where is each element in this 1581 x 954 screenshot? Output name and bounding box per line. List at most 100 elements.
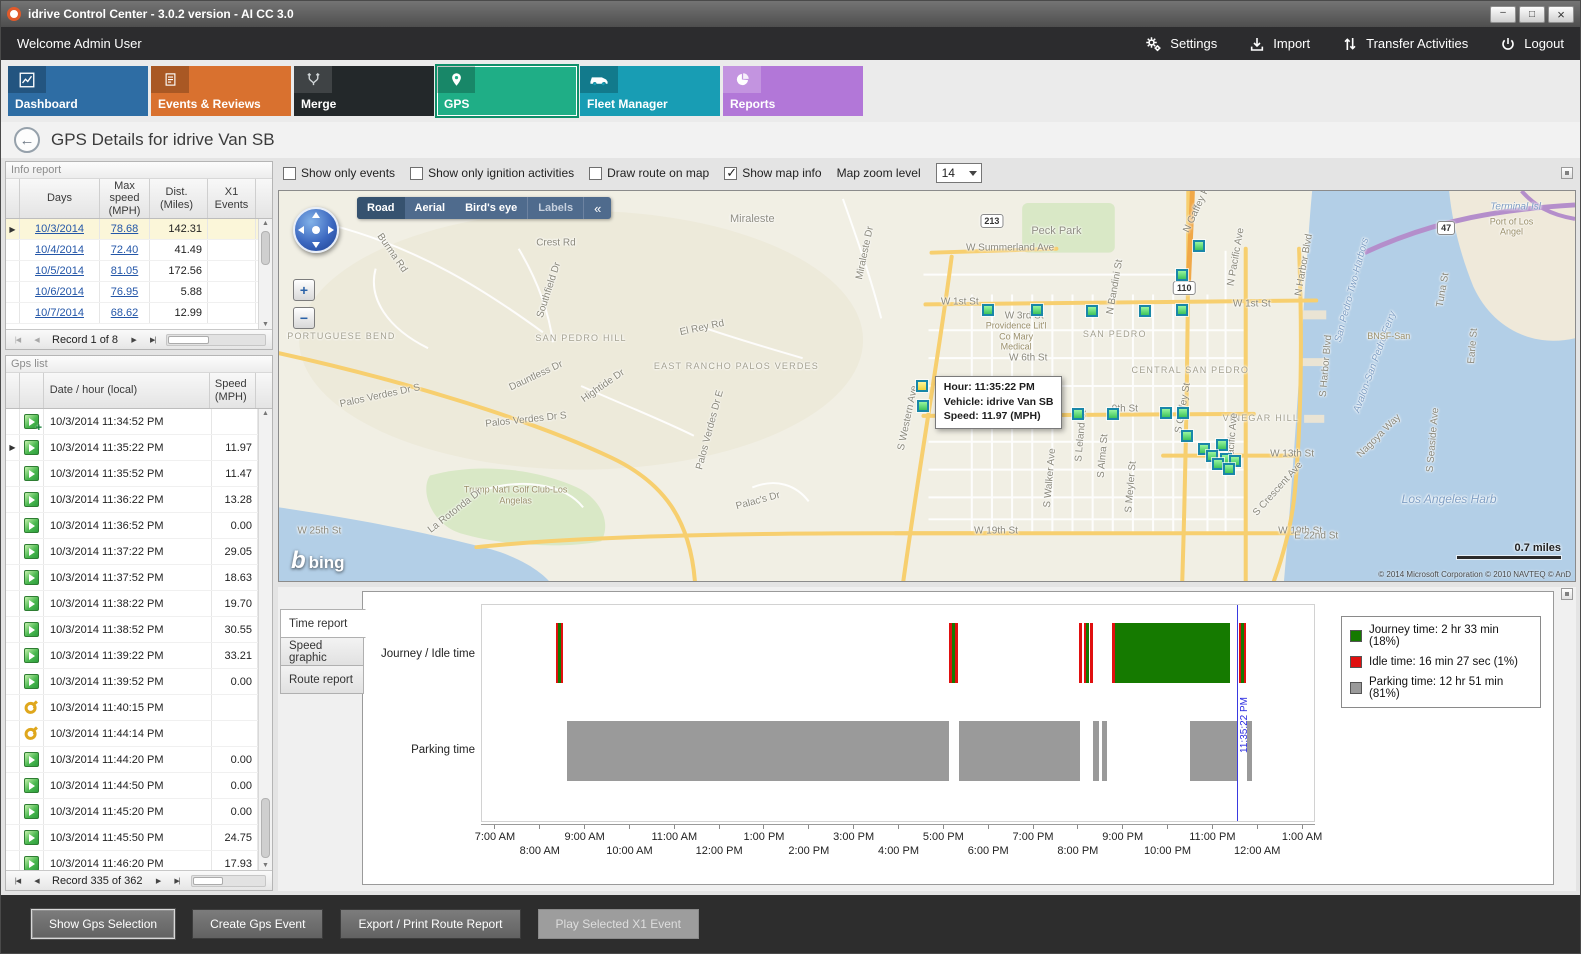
map-tab-road[interactable]: Road [357,197,405,219]
map-stylebar-collapse-icon[interactable]: « [583,197,611,219]
last-record-button[interactable] [169,874,186,888]
gps-list-row[interactable]: 10/3/2014 11:36:22 PM 13.28 [6,487,272,513]
info-max-speed-link[interactable]: 68.62 [100,303,150,323]
report-panel-collapse-button[interactable] [1561,588,1573,600]
pager-scrollbar-thumb[interactable] [168,335,210,344]
topbar-action-import[interactable]: Import [1249,36,1310,52]
gps-marker[interactable] [1177,406,1190,419]
gps-marker[interactable] [917,399,930,412]
next-record-button[interactable] [150,874,167,888]
gps-list-row[interactable]: 10/3/2014 11:46:20 PM 17.93 [6,851,272,870]
gps-marker[interactable] [1176,304,1189,317]
checkbox-draw-route-on-map[interactable]: Draw route on map [589,166,709,180]
gps-list-row[interactable]: 10/3/2014 11:38:22 PM 19.70 [6,591,272,617]
info-report-row[interactable]: 10/4/2014 72.40 41.49 [6,240,272,261]
maximize-button[interactable] [1519,5,1545,23]
export-print-route-report-button[interactable]: Export / Print Route Report [340,909,521,939]
checkbox-show-only-ignition-activities[interactable]: Show only ignition activities [410,166,574,180]
scrollbar-thumb[interactable] [261,798,270,858]
map-zoom-select[interactable]: 14 [935,163,982,183]
tab-route-report[interactable]: Route report [280,665,364,694]
info-max-speed-link[interactable]: 76.95 [100,282,150,302]
gps-marker[interactable] [1176,268,1189,281]
info-report-row[interactable]: 10/5/2014 81.05 172.56 [6,261,272,282]
minimize-button[interactable] [1490,5,1516,23]
column-days[interactable]: Days [20,179,100,218]
gps-list-row[interactable]: 10/3/2014 11:45:20 PM 0.00 [6,799,272,825]
zoom-in-button[interactable] [293,279,315,301]
column-dist-miles[interactable]: Dist. (Miles) [150,179,208,218]
gps-list-row[interactable]: 10/3/2014 11:35:52 PM 11.47 [6,461,272,487]
gps-list-row[interactable]: 10/3/2014 11:36:52 PM 0.00 [6,513,272,539]
checkbox-show-only-events[interactable]: Show only events [283,166,395,180]
nav-tile-fleet[interactable]: Fleet Manager [580,66,720,116]
info-days-link[interactable]: 10/6/2014 [20,282,100,302]
nav-tile-events[interactable]: Events & Reviews [151,66,291,116]
last-record-button[interactable] [144,333,161,347]
map-tab-aerial[interactable]: Aerial [414,202,446,214]
nav-tile-dashboard[interactable]: Dashboard [8,66,148,116]
map-compass-control[interactable] [293,207,339,253]
previous-record-button[interactable] [28,333,45,347]
gps-marker[interactable] [1031,304,1044,317]
gps-list-row[interactable]: 10/3/2014 11:40:15 PM [6,695,272,721]
map-panel-collapse-button[interactable] [1561,167,1573,179]
tab-time-report[interactable]: Time report [280,609,366,638]
checkbox-show-map-info[interactable]: Show map info [724,165,822,181]
gps-marker[interactable] [1222,462,1235,475]
nav-tile-reports[interactable]: Reports [723,66,863,116]
pager-scrollbar[interactable] [190,874,266,887]
pager-scrollbar[interactable] [166,333,266,346]
first-record-button[interactable] [9,874,26,888]
info-max-speed-link[interactable]: 72.40 [100,240,150,260]
info-max-speed-link[interactable]: 78.68 [100,219,150,239]
next-record-button[interactable] [125,333,142,347]
info-report-vertical-scrollbar[interactable] [258,219,272,329]
nav-tile-gps[interactable]: GPS [435,64,579,118]
gps-marker[interactable] [981,304,994,317]
gps-list-row[interactable]: 10/3/2014 11:44:50 PM 0.00 [6,773,272,799]
previous-record-button[interactable] [28,874,45,888]
first-record-button[interactable] [9,333,26,347]
column-speed[interactable]: Speed (MPH) [210,373,257,408]
info-days-link[interactable]: 10/3/2014 [20,219,100,239]
back-button[interactable] [14,127,40,153]
info-report-row[interactable]: ▶ 10/3/2014 78.68 142.31 [6,219,272,240]
info-max-speed-link[interactable]: 81.05 [100,261,150,281]
gps-marker[interactable] [1181,429,1194,442]
show-gps-selection-button[interactable]: Show Gps Selection [29,908,177,940]
topbar-action-logout[interactable]: Logout [1500,36,1564,52]
gps-list-row[interactable]: 10/3/2014 11:39:52 PM 0.00 [6,669,272,695]
gps-list-row[interactable]: 10/3/2014 11:34:52 PM [6,409,272,435]
gps-list-vertical-scrollbar[interactable] [258,409,272,870]
map-tab-labels[interactable]: Labels [527,197,583,219]
info-report-row[interactable]: 10/6/2014 76.95 5.88 [6,282,272,303]
info-report-row[interactable]: 10/7/2014 68.62 12.99 [6,303,272,324]
column-max-speed[interactable]: Max speed (MPH) [100,179,150,218]
scrollbar-thumb[interactable] [261,231,270,265]
nav-tile-merge[interactable]: Merge [294,66,434,116]
gps-list-row[interactable]: 10/3/2014 11:37:22 PM 29.05 [6,539,272,565]
gps-marker[interactable] [1106,407,1119,420]
zoom-out-button[interactable] [293,307,315,329]
tab-speed-graphic[interactable]: Speed graphic [280,637,364,666]
info-days-link[interactable]: 10/5/2014 [20,261,100,281]
gps-marker[interactable] [1085,305,1098,318]
column-x1-events[interactable]: X1 Events [208,179,256,218]
gps-marker[interactable] [1193,239,1206,252]
gps-list-row[interactable]: 10/3/2014 11:44:14 PM [6,721,272,747]
gps-list-row[interactable]: 10/3/2014 11:44:20 PM 0.00 [6,747,272,773]
column-date-hour[interactable]: Date / hour (local) [44,373,211,408]
gps-list-row[interactable]: 10/3/2014 11:45:50 PM 24.75 [6,825,272,851]
info-days-link[interactable]: 10/4/2014 [20,240,100,260]
selected-gps-marker[interactable] [916,379,929,392]
topbar-action-transfer[interactable]: Transfer Activities [1342,36,1468,52]
topbar-action-settings[interactable]: Settings [1144,35,1217,53]
gps-list-row[interactable]: ▶ 10/3/2014 11:35:22 PM 11.97 [6,435,272,461]
map-tab-birds-eye[interactable]: Bird's eye [465,202,518,214]
map-canvas[interactable]: Miraleste Peck Park W Summerland Ave Crest … [278,190,1576,582]
gps-marker[interactable] [1160,406,1173,419]
gps-marker[interactable] [1211,457,1224,470]
gps-marker[interactable] [1071,407,1084,420]
gps-marker[interactable] [1215,438,1228,451]
